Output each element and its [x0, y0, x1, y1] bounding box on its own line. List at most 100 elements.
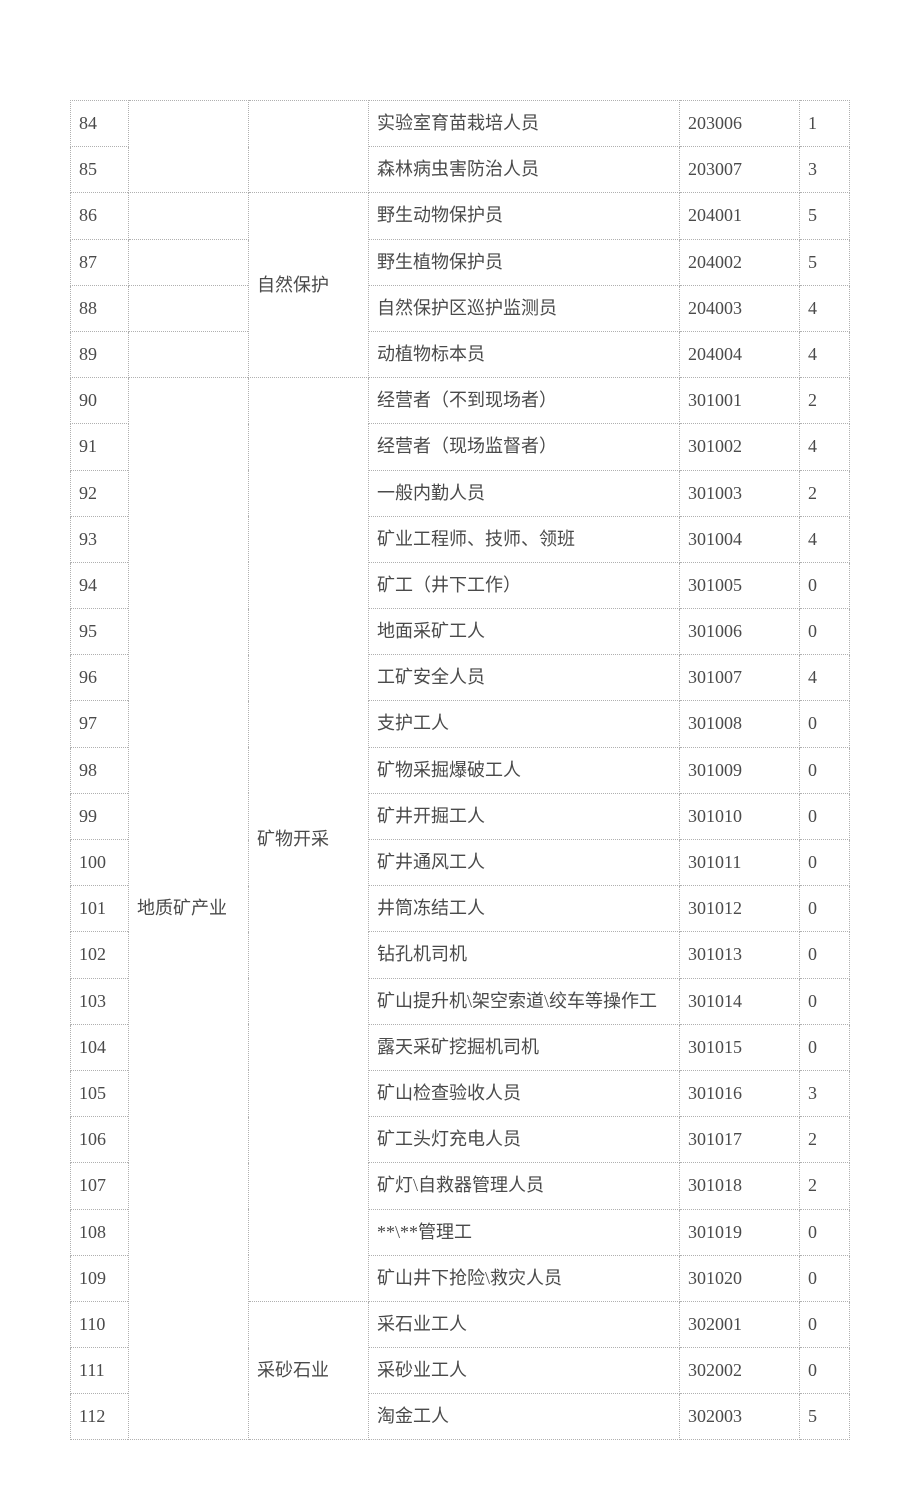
risk-level: 1	[800, 101, 850, 147]
job-code: 301003	[680, 470, 800, 516]
job-code: 204001	[680, 193, 800, 239]
category-1	[129, 285, 249, 331]
risk-level: 0	[800, 1255, 850, 1301]
risk-level: 4	[800, 285, 850, 331]
job-title: 动植物标本员	[369, 331, 680, 377]
row-index: 100	[71, 840, 129, 886]
row-index: 104	[71, 1024, 129, 1070]
risk-level: 0	[800, 932, 850, 978]
job-title: 矿工头灯充电人员	[369, 1117, 680, 1163]
job-code: 302001	[680, 1301, 800, 1347]
job-title: 露天采矿挖掘机司机	[369, 1024, 680, 1070]
row-index: 106	[71, 1117, 129, 1163]
row-index: 93	[71, 516, 129, 562]
job-code: 301001	[680, 378, 800, 424]
risk-level: 0	[800, 886, 850, 932]
job-title: 实验室育苗栽培人员	[369, 101, 680, 147]
risk-level: 3	[800, 1070, 850, 1116]
job-title: 矿井开掘工人	[369, 793, 680, 839]
table-row: 88自然保护区巡护监测员2040034	[71, 285, 850, 331]
job-code: 301015	[680, 1024, 800, 1070]
row-index: 85	[71, 147, 129, 193]
row-index: 109	[71, 1255, 129, 1301]
table-row: 90地质矿产业矿物开采经营者（不到现场者）3010012	[71, 378, 850, 424]
row-index: 102	[71, 932, 129, 978]
row-index: 111	[71, 1348, 129, 1394]
job-code: 301016	[680, 1070, 800, 1116]
risk-level: 0	[800, 1024, 850, 1070]
row-index: 103	[71, 978, 129, 1024]
job-title: 工矿安全人员	[369, 655, 680, 701]
category-2	[249, 101, 369, 193]
table-row: 86自然保护野生动物保护员2040015	[71, 193, 850, 239]
job-title: 森林病虫害防治人员	[369, 147, 680, 193]
job-code: 302002	[680, 1348, 800, 1394]
row-index: 91	[71, 424, 129, 470]
job-title: 矿物采掘爆破工人	[369, 747, 680, 793]
category-1	[129, 101, 249, 193]
risk-level: 2	[800, 378, 850, 424]
category-1	[129, 239, 249, 285]
job-code: 301007	[680, 655, 800, 701]
row-index: 98	[71, 747, 129, 793]
risk-level: 5	[800, 193, 850, 239]
job-title: 矿山检查验收人员	[369, 1070, 680, 1116]
row-index: 95	[71, 609, 129, 655]
category-1	[129, 331, 249, 377]
job-code: 301012	[680, 886, 800, 932]
job-code: 301017	[680, 1117, 800, 1163]
job-title: 地面采矿工人	[369, 609, 680, 655]
job-code: 301013	[680, 932, 800, 978]
job-title: 矿山井下抢险\救灾人员	[369, 1255, 680, 1301]
row-index: 94	[71, 562, 129, 608]
job-title: 井筒冻结工人	[369, 886, 680, 932]
job-title: 矿工（井下工作）	[369, 562, 680, 608]
job-code: 301002	[680, 424, 800, 470]
table-row: 84实验室育苗栽培人员2030061	[71, 101, 850, 147]
risk-level: 0	[800, 978, 850, 1024]
row-index: 112	[71, 1394, 129, 1440]
job-code: 203006	[680, 101, 800, 147]
job-title: 经营者（现场监督者）	[369, 424, 680, 470]
job-code: 204002	[680, 239, 800, 285]
job-title: 采石业工人	[369, 1301, 680, 1347]
risk-level: 0	[800, 840, 850, 886]
risk-level: 0	[800, 609, 850, 655]
job-title: **\**管理工	[369, 1209, 680, 1255]
category-2: 自然保护	[249, 193, 369, 378]
job-code: 204004	[680, 331, 800, 377]
job-code: 203007	[680, 147, 800, 193]
risk-level: 4	[800, 424, 850, 470]
row-index: 101	[71, 886, 129, 932]
job-code: 301020	[680, 1255, 800, 1301]
row-index: 96	[71, 655, 129, 701]
job-code: 301009	[680, 747, 800, 793]
job-title: 野生动物保护员	[369, 193, 680, 239]
job-code: 301006	[680, 609, 800, 655]
job-title: 淘金工人	[369, 1394, 680, 1440]
risk-level: 0	[800, 1209, 850, 1255]
risk-level: 4	[800, 331, 850, 377]
category-1	[129, 193, 249, 239]
risk-level: 4	[800, 655, 850, 701]
job-title: 一般内勤人员	[369, 470, 680, 516]
row-index: 110	[71, 1301, 129, 1347]
job-code: 301019	[680, 1209, 800, 1255]
risk-level: 3	[800, 147, 850, 193]
job-code: 301008	[680, 701, 800, 747]
risk-level: 2	[800, 470, 850, 516]
job-title: 矿业工程师、技师、领班	[369, 516, 680, 562]
risk-level: 0	[800, 701, 850, 747]
job-title: 野生植物保护员	[369, 239, 680, 285]
job-title: 采砂业工人	[369, 1348, 680, 1394]
table-row: 87野生植物保护员2040025	[71, 239, 850, 285]
job-title: 矿山提升机\架空索道\绞车等操作工	[369, 978, 680, 1024]
row-index: 105	[71, 1070, 129, 1116]
job-title: 矿灯\自救器管理人员	[369, 1163, 680, 1209]
risk-level: 0	[800, 562, 850, 608]
job-title: 支护工人	[369, 701, 680, 747]
risk-level: 4	[800, 516, 850, 562]
row-index: 92	[71, 470, 129, 516]
risk-level: 2	[800, 1117, 850, 1163]
row-index: 99	[71, 793, 129, 839]
